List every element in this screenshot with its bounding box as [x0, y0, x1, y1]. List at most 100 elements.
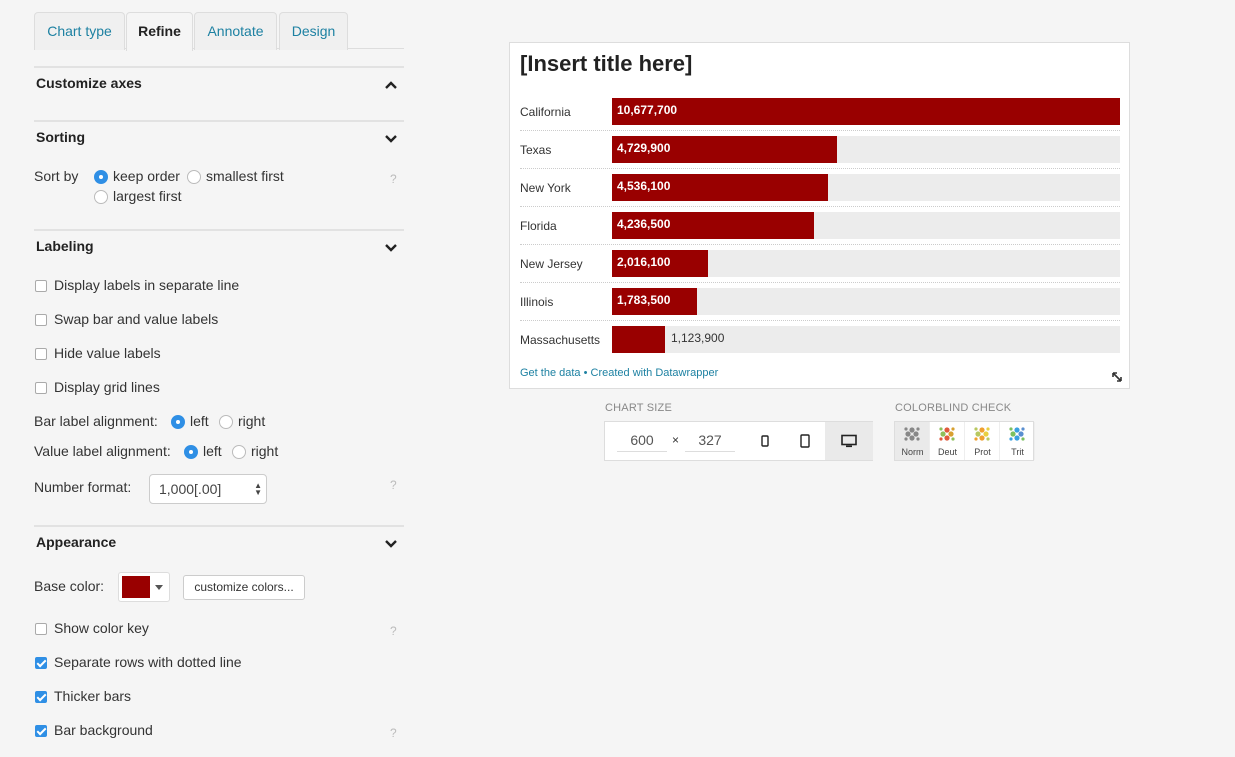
bar-background: [612, 326, 1120, 353]
chart-width-input[interactable]: 600: [617, 430, 667, 452]
sort-smallest-first-label[interactable]: smallest first: [206, 168, 284, 184]
tablet-size-button[interactable]: [785, 422, 825, 460]
section-title: Sorting: [36, 129, 85, 145]
colorblind-check-controls: Norm Deut Prot Trit: [894, 421, 1035, 461]
base-color-label: Base color:: [34, 578, 105, 594]
sort-keep-order-radio[interactable]: [94, 170, 108, 184]
chevron-up-icon[interactable]: [384, 78, 398, 92]
sort-largest-first-label[interactable]: largest first: [113, 188, 182, 204]
caret-down-icon: [155, 585, 163, 590]
select-arrows-icon: ▲ ▼: [254, 481, 262, 497]
colorblind-mode-button[interactable]: Prot: [965, 422, 1000, 460]
help-icon[interactable]: ?: [390, 172, 397, 186]
tab-chart-type[interactable]: Chart type: [34, 12, 125, 50]
bar-label-right-radio[interactable]: [219, 415, 233, 429]
section-title: Appearance: [36, 534, 117, 550]
palette-dots-icon: [1009, 427, 1025, 441]
section-appearance-header[interactable]: Appearance: [34, 525, 404, 579]
value-label-right-label[interactable]: right: [251, 443, 279, 459]
value-label-left-label[interactable]: left: [203, 443, 222, 459]
desktop-size-button[interactable]: [825, 422, 873, 460]
tab-design[interactable]: Design: [279, 12, 348, 50]
sort-keep-order-label[interactable]: keep order: [113, 168, 180, 184]
bar-label-left-label[interactable]: left: [190, 413, 209, 429]
grid-lines-checkbox[interactable]: [35, 382, 47, 394]
bar-background-label[interactable]: Bar background: [54, 722, 153, 738]
row-separator: [520, 206, 1120, 207]
swap-labels-label[interactable]: Swap bar and value labels: [54, 311, 219, 327]
chart-footer-links[interactable]: Get the data • Created with Datawrapper: [520, 367, 719, 379]
palette-dots-icon: [939, 427, 955, 441]
separate-line-checkbox[interactable]: [35, 280, 47, 292]
separate-line-label[interactable]: Display labels in separate line: [54, 277, 240, 293]
colorblind-mode-button[interactable]: Trit: [1000, 422, 1035, 460]
bar-label: Texas: [520, 143, 552, 157]
chevron-down-icon[interactable]: [384, 132, 398, 146]
thicker-bars-checkbox[interactable]: [35, 691, 47, 703]
bar-label: Florida: [520, 219, 557, 233]
help-icon[interactable]: ?: [390, 726, 397, 740]
hide-value-labels-label[interactable]: Hide value labels: [54, 345, 161, 361]
show-color-key-checkbox[interactable]: [35, 623, 47, 635]
swap-labels-checkbox[interactable]: [35, 314, 47, 326]
bar-value-label: 2,016,100: [617, 255, 671, 269]
sort-largest-first-radio[interactable]: [94, 190, 108, 204]
bar-value-label: 10,677,700: [617, 103, 678, 117]
bar-label-left-radio[interactable]: [171, 415, 185, 429]
help-icon[interactable]: ?: [390, 624, 397, 638]
resize-icon[interactable]: [1111, 370, 1123, 382]
section-sorting-header[interactable]: Sorting: [34, 120, 404, 174]
bar: [612, 98, 1120, 125]
section-labeling-header[interactable]: Labeling: [34, 229, 404, 283]
row-separator: [520, 244, 1120, 245]
number-format-select[interactable]: 1,000[.00] ▲ ▼: [149, 474, 267, 504]
bar-label: Illinois: [520, 295, 554, 309]
customize-colors-button[interactable]: customize colors...: [183, 575, 305, 600]
show-color-key-label[interactable]: Show color key: [54, 620, 149, 636]
bar-label: Massachusetts: [520, 333, 601, 347]
row-separator: [520, 282, 1120, 283]
value-label-alignment-label: Value label alignment:: [34, 443, 171, 459]
colorblind-mode-button[interactable]: Deut: [930, 422, 965, 460]
chart-preview: [Insert title here] California 10,677,700…: [509, 42, 1130, 389]
tablet-icon: [800, 434, 810, 448]
mobile-size-button[interactable]: [745, 422, 785, 460]
colorblind-mode-label: Prot: [974, 447, 991, 457]
tab-annotate[interactable]: Annotate: [194, 12, 277, 50]
value-label-left-radio[interactable]: [184, 445, 198, 459]
tab-refine[interactable]: Refine: [126, 12, 193, 51]
grid-lines-label[interactable]: Display grid lines: [54, 379, 160, 395]
palette-dots-icon: [974, 427, 990, 441]
bar-value-label: 4,729,900: [617, 141, 671, 155]
settings-panel: Chart type Refine Annotate Design Custom…: [34, 0, 404, 757]
thicker-bars-label[interactable]: Thicker bars: [54, 688, 132, 704]
bar: [612, 326, 665, 353]
bar-label: California: [520, 105, 571, 119]
sort-smallest-first-radio[interactable]: [187, 170, 201, 184]
dotted-line-checkbox[interactable]: [35, 657, 47, 669]
hide-value-labels-checkbox[interactable]: [35, 348, 47, 360]
desktop-icon: [841, 434, 857, 448]
chevron-down-icon[interactable]: [384, 537, 398, 551]
color-swatch: [122, 576, 150, 598]
colorblind-mode-label: Norm: [901, 447, 924, 457]
help-icon[interactable]: ?: [390, 478, 397, 492]
base-color-picker[interactable]: [118, 572, 170, 602]
colorblind-mode-button[interactable]: Norm: [895, 422, 930, 460]
value-label-right-radio[interactable]: [232, 445, 246, 459]
chart-title[interactable]: [Insert title here]: [520, 51, 693, 76]
chart-size-controls: 600 × 327: [604, 421, 873, 461]
bar-value-label: 1,783,500: [617, 293, 671, 307]
colorblind-check-label: COLORBLIND CHECK: [895, 402, 1012, 414]
chevron-down-icon[interactable]: [384, 241, 398, 255]
bar-background-checkbox[interactable]: [35, 725, 47, 737]
chart-size-label: CHART SIZE: [605, 402, 672, 414]
row-separator: [520, 168, 1120, 169]
tab-bar: Chart type Refine Annotate Design: [34, 12, 404, 51]
section-customize-axes-header[interactable]: Customize axes: [34, 66, 404, 120]
sort-by-label: Sort by: [34, 168, 79, 184]
dotted-line-label[interactable]: Separate rows with dotted line: [54, 654, 242, 670]
chart-height-input[interactable]: 327: [685, 430, 735, 452]
bar-label-right-label[interactable]: right: [238, 413, 266, 429]
section-title: Customize axes: [36, 75, 142, 91]
